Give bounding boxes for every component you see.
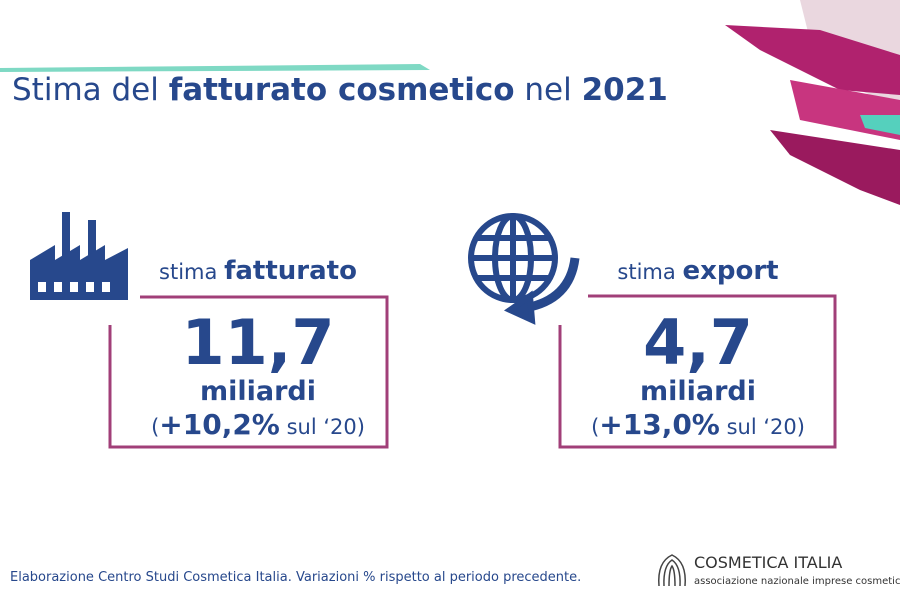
card-change: (+10,2% sul ‘20) — [108, 408, 408, 441]
change-part: sul ‘20) — [726, 415, 805, 439]
brush-stroke — [860, 115, 900, 135]
label-part: stima — [617, 260, 676, 284]
change-part: +10,2% — [159, 408, 280, 441]
title: Stima del fatturato cosmetico nel 2021 — [12, 72, 668, 108]
globe-icon — [468, 213, 580, 325]
card-label: stima export — [548, 256, 848, 286]
factory-icon — [30, 212, 128, 300]
card-unit: miliardi — [199, 376, 316, 407]
change-part: ( — [591, 415, 600, 439]
title-part: nel — [524, 72, 572, 108]
card-value: 11,7 — [181, 306, 335, 379]
label-part: fatturato — [224, 256, 357, 286]
card-change: (+13,0% sul ‘20) — [548, 408, 848, 441]
label-part: stima — [159, 260, 218, 284]
label-part: export — [682, 256, 779, 286]
brush-stroke — [725, 25, 900, 95]
change-part: ( — [151, 415, 160, 439]
accent-stroke — [0, 64, 430, 72]
change-part: sul ‘20) — [286, 415, 365, 439]
brush-stroke — [770, 130, 900, 205]
title-part: 2021 — [581, 72, 668, 108]
card-label: stima fatturato — [108, 256, 408, 286]
logo-tagline: associazione nazionale imprese cosmetich… — [694, 576, 900, 587]
card-unit: miliardi — [639, 376, 756, 407]
logo-text: COSMETICA ITALIA — [694, 553, 843, 572]
footnote: Elaborazione Centro Studi Cosmetica Ital… — [10, 570, 582, 585]
logo-mark — [658, 554, 686, 587]
title-part: Stima del — [12, 72, 159, 108]
card-value: 4,7 — [643, 306, 753, 379]
change-part: +13,0% — [599, 408, 720, 441]
card-frame — [108, 294, 837, 449]
title-part: fatturato cosmetico — [168, 72, 515, 108]
